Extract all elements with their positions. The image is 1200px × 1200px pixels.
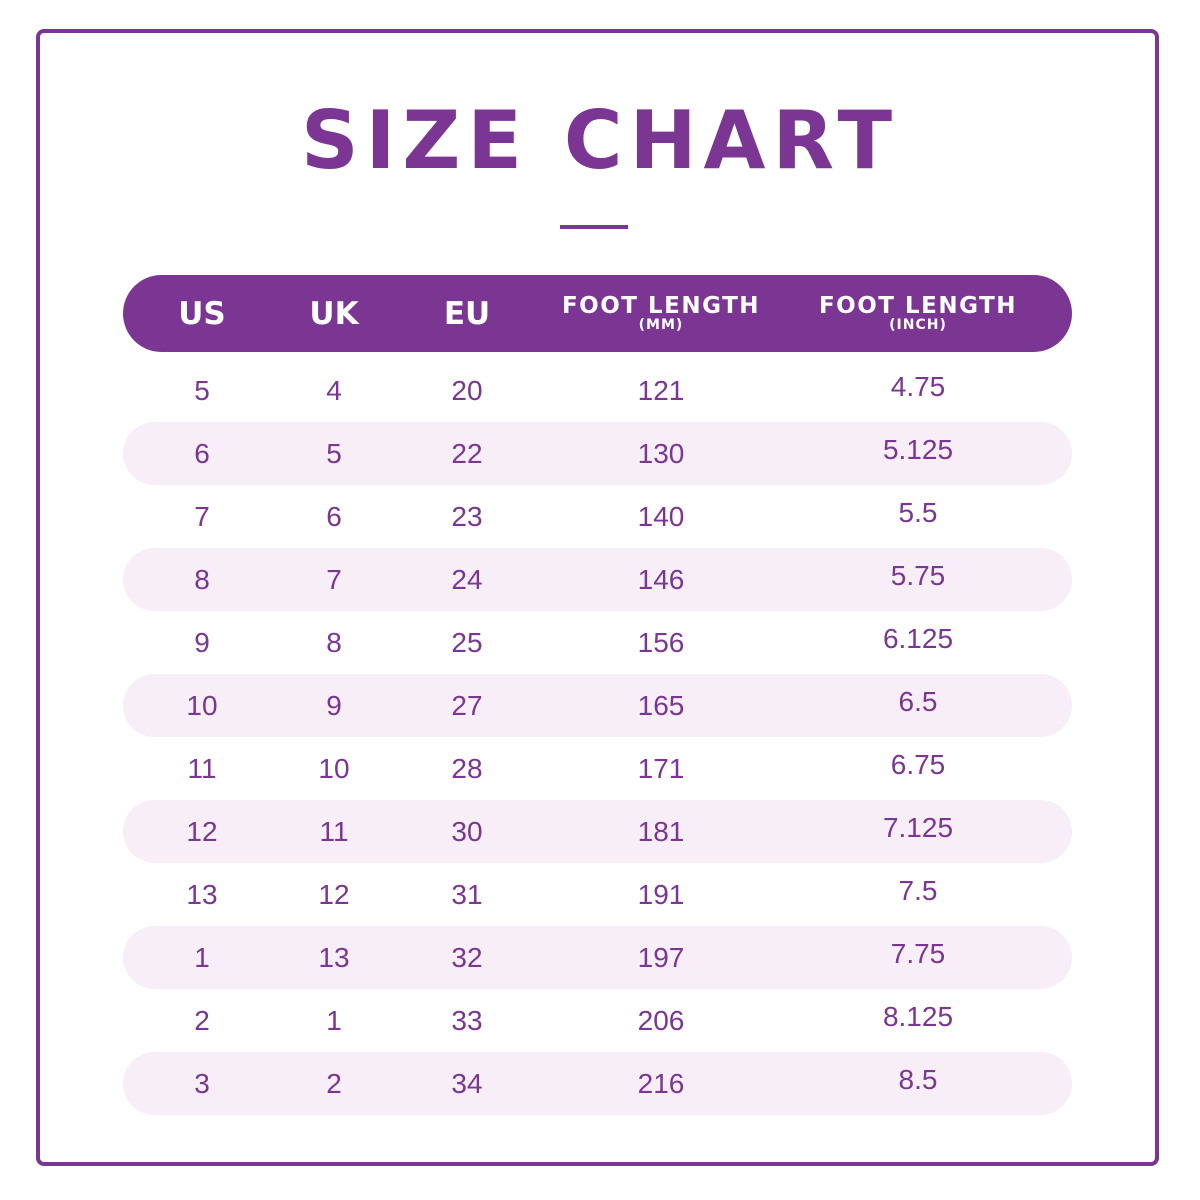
cell-us: 7 (194, 501, 210, 532)
header-us: US (142, 275, 262, 352)
cell-uk: 7 (326, 564, 342, 595)
cell-eu: 27 (451, 690, 483, 721)
cell-inch: 8.125 (882, 1001, 954, 1032)
cell-eu: 24 (451, 564, 483, 595)
cell-uk: 8 (326, 627, 342, 658)
cell-inch: 6.75 (890, 749, 946, 780)
cell-inch: 7.125 (882, 812, 954, 843)
cell-eu: 31 (451, 879, 483, 910)
table-row: 3 2 34 216 8.5 (123, 1052, 1072, 1115)
cell-uk: 4 (326, 375, 342, 406)
cell-us: 8 (194, 564, 210, 595)
header-foot-length-mm-unit: (MM) (638, 317, 684, 333)
header-foot-length-inch: FOOT LENGTH (INCH) (803, 275, 1033, 352)
table-row: 12 11 30 181 7.125 (123, 800, 1072, 863)
table-row: 6 5 22 130 5.125 (123, 422, 1072, 485)
cell-us: 9 (194, 627, 210, 658)
cell-eu: 34 (451, 1068, 483, 1099)
cell-mm: 206 (637, 1005, 685, 1036)
header-eu-label: EU (443, 295, 491, 332)
cell-inch: 6.125 (882, 623, 954, 654)
cell-uk: 9 (326, 690, 342, 721)
cell-inch: 6.5 (898, 686, 938, 717)
cell-uk: 5 (326, 438, 342, 469)
cell-us: 13 (186, 879, 218, 910)
cell-us: 1 (194, 942, 210, 973)
header-foot-length-inch-label: FOOT LENGTH (818, 293, 1018, 319)
cell-eu: 28 (451, 753, 483, 784)
cell-eu: 30 (451, 816, 483, 847)
cell-mm: 146 (637, 564, 685, 595)
table-header: US UK EU FOOT LENGTH (MM) FOOT LENGTH (I… (123, 275, 1072, 352)
cell-inch: 8.5 (898, 1064, 938, 1095)
cell-uk: 12 (318, 879, 350, 910)
table-row: 13 12 31 191 7.5 (123, 863, 1072, 926)
cell-uk: 1 (326, 1005, 342, 1036)
cell-us: 2 (194, 1005, 210, 1036)
cell-uk: 6 (326, 501, 342, 532)
cell-mm: 130 (637, 438, 685, 469)
cell-uk: 10 (318, 753, 350, 784)
table-row: 1 13 32 197 7.75 (123, 926, 1072, 989)
cell-inch: 4.75 (890, 371, 946, 402)
cell-mm: 191 (637, 879, 685, 910)
header-foot-length-mm-label: FOOT LENGTH (561, 293, 761, 319)
cell-inch: 7.5 (898, 875, 938, 906)
cell-us: 11 (187, 753, 217, 784)
table-row: 5 4 20 121 4.75 (123, 359, 1072, 422)
cell-uk: 13 (318, 942, 350, 973)
cell-inch: 5.125 (882, 434, 954, 465)
cell-uk: 2 (326, 1068, 342, 1099)
cell-mm: 171 (637, 753, 685, 784)
header-eu: EU (407, 275, 527, 352)
cell-mm: 216 (637, 1068, 685, 1099)
cell-uk: 11 (319, 816, 349, 847)
table-row: 10 9 27 165 6.5 (123, 674, 1072, 737)
table-row: 9 8 25 156 6.125 (123, 611, 1072, 674)
cell-mm: 165 (637, 690, 685, 721)
cell-eu: 25 (451, 627, 483, 658)
cell-inch: 5.5 (898, 497, 938, 528)
header-foot-length-mm: FOOT LENGTH (MM) (541, 275, 781, 352)
cell-us: 10 (186, 690, 218, 721)
cell-us: 12 (186, 816, 218, 847)
header-uk: UK (274, 275, 394, 352)
cell-mm: 181 (637, 816, 685, 847)
page-title: SIZE CHART (300, 94, 900, 187)
cell-inch: 7.75 (890, 938, 946, 969)
cell-eu: 32 (451, 942, 483, 973)
cell-eu: 20 (451, 375, 483, 406)
table-row: 2 1 33 206 8.125 (123, 989, 1072, 1052)
cell-us: 6 (194, 438, 210, 469)
table-row: 8 7 24 146 5.75 (123, 548, 1072, 611)
cell-eu: 23 (451, 501, 483, 532)
header-uk-label: UK (309, 295, 359, 332)
cell-mm: 156 (637, 627, 685, 658)
cell-us: 5 (194, 375, 210, 406)
cell-mm: 121 (637, 375, 685, 406)
cell-inch: 5.75 (890, 560, 946, 591)
cell-mm: 140 (637, 501, 685, 532)
table-row: 11 10 28 171 6.75 (123, 737, 1072, 800)
header-us-label: US (178, 295, 226, 332)
cell-mm: 197 (637, 942, 685, 973)
title-divider (560, 225, 628, 229)
cell-eu: 22 (451, 438, 483, 469)
cell-eu: 33 (451, 1005, 483, 1036)
table-row: 7 6 23 140 5.5 (123, 485, 1072, 548)
header-foot-length-inch-unit: (INCH) (889, 317, 947, 333)
cell-us: 3 (194, 1068, 210, 1099)
